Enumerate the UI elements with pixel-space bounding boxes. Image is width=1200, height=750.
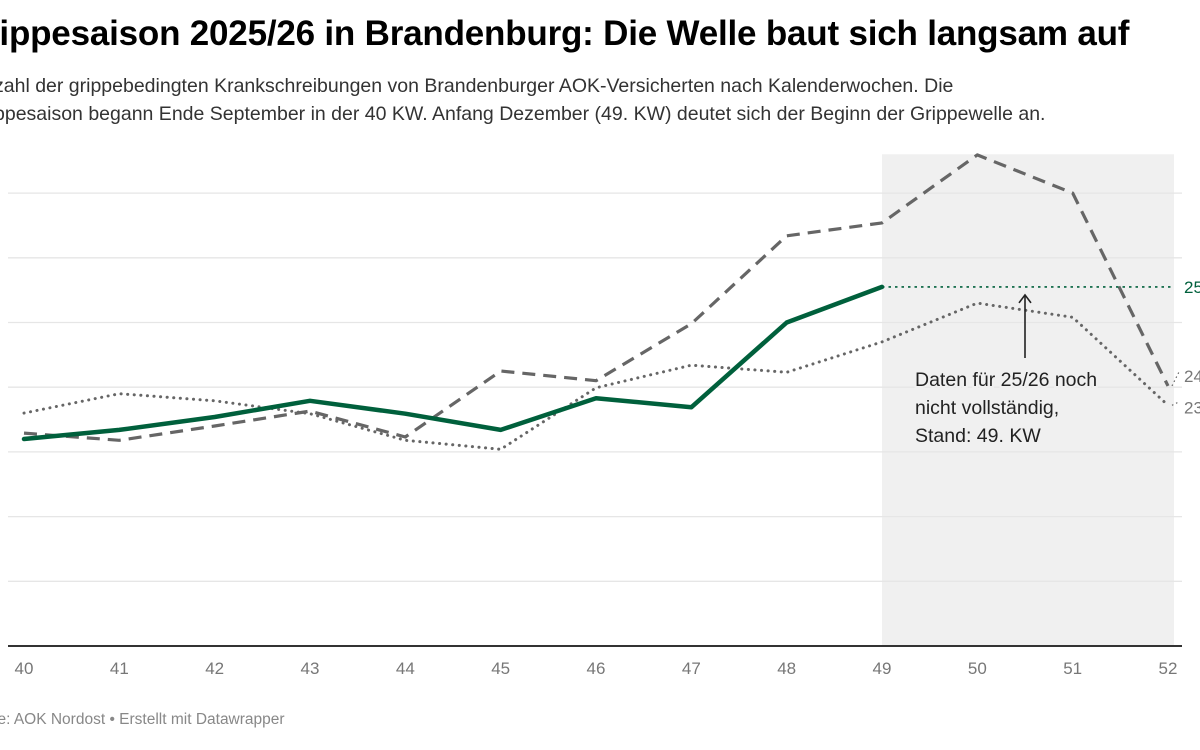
subtitle-line-2: ppesaison begann Ende September in der 4… <box>0 103 1046 125</box>
subtitle-line-1: zahl der grippebedingten Krankschreibung… <box>0 75 954 97</box>
line-chart: 40 41 42 43 44 45 46 47 48 49 50 51 52 25 24 23 Daten … <box>8 153 1200 678</box>
x-tick-label: 47 <box>682 659 701 678</box>
end-label-25: 25 <box>1184 278 1200 297</box>
end-label-connector <box>1171 400 1181 406</box>
source-footer: le: AOK Nordost • Erstellt mit Datawrapp… <box>0 711 285 728</box>
end-label-connector <box>1171 369 1181 387</box>
end-label-24: 24 <box>1184 367 1200 386</box>
x-tick-label: 46 <box>587 659 606 678</box>
x-tick-label: 48 <box>777 659 796 678</box>
x-tick-label: 44 <box>396 659 415 678</box>
end-label-23: 23 <box>1184 398 1200 417</box>
x-tick-label: 49 <box>873 659 892 678</box>
series-line-23 <box>22 301 1170 451</box>
x-tick-label: 40 <box>15 659 34 678</box>
x-tick-label: 50 <box>968 659 987 678</box>
series-line-25 <box>21 284 885 442</box>
x-tick-label: 52 <box>1159 659 1178 678</box>
x-tick-label: 45 <box>491 659 510 678</box>
chart-title: rippesaison 2025/26 in Brandenburg: Die … <box>0 14 1130 53</box>
chart-subtitle: zahl der grippebedingten Krankschreibung… <box>0 72 1045 128</box>
x-tick-label: 42 <box>205 659 224 678</box>
annotation-arrowhead-icon <box>1018 293 1032 304</box>
series-line-24 <box>23 153 1170 442</box>
x-tick-label: 43 <box>301 659 320 678</box>
annotation-text-line: Daten für 25/26 noch <box>915 369 1097 391</box>
highlight-band <box>882 154 1174 646</box>
x-tick-label: 41 <box>110 659 129 678</box>
x-tick-label: 51 <box>1063 659 1082 678</box>
annotation-text-line: nicht vollständig, <box>915 397 1059 419</box>
annotation-text-line: Stand: 49. KW <box>915 425 1041 447</box>
